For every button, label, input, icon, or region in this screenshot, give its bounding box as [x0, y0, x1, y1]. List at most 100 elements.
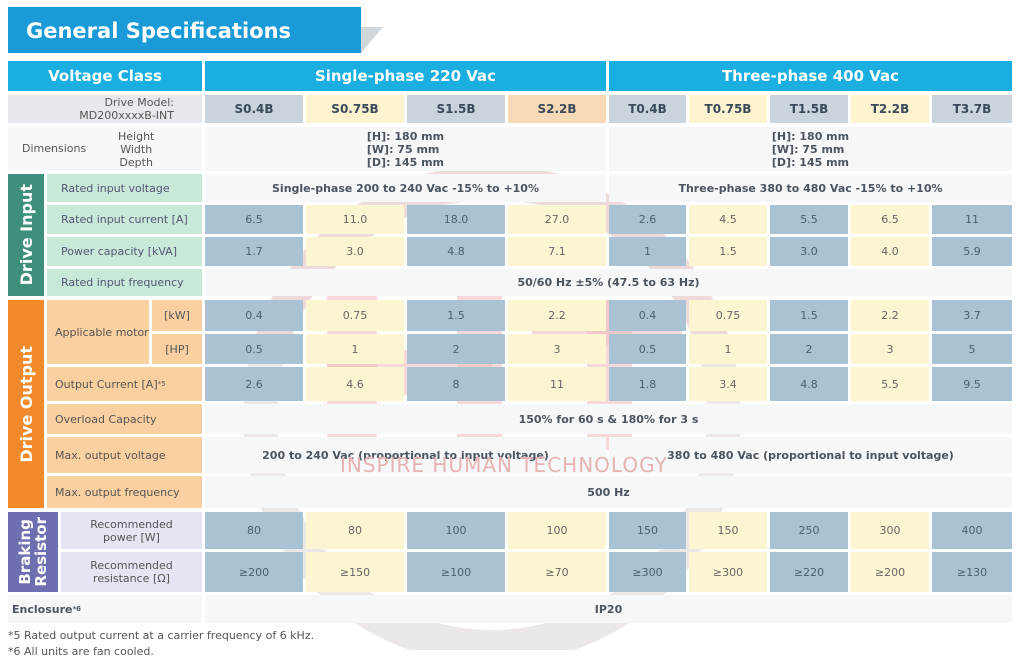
model-header-4: S2.2B [508, 95, 606, 123]
model-header-8: T2.2B [851, 95, 929, 123]
overload-capacity-label: Overload Capacity [47, 404, 202, 434]
dim-single-h: [H]: 180 mm [366, 129, 445, 143]
max-output-voltage-label: Max. output voltage [47, 437, 202, 473]
output-current-label: Output Current [A] [55, 377, 158, 391]
dim-depth-label: Depth [119, 156, 153, 169]
title-notch-decoration [361, 27, 383, 53]
output-current-cell-7: 4.8 [770, 367, 848, 401]
output-current-footnote-ref: *5 [157, 379, 166, 388]
rated-input-voltage-label: Rated input voltage [47, 174, 202, 202]
rated-input-voltage-three: Three-phase 380 to 480 Vac -15% to +10% [609, 174, 1012, 202]
recommended-resistance-cell-9: ≥130 [932, 552, 1012, 592]
rated-input-frequency-label: Rated input frequency [47, 269, 202, 296]
motor-hp-cell-5: 0.5 [609, 334, 686, 364]
rated-input-current-cell-3: 18.0 [407, 205, 505, 234]
rated-input-frequency-value: 50/60 Hz ±5% (47.5 to 63 Hz) [205, 269, 1012, 296]
dimensions-label: Dimensions [22, 142, 87, 155]
motor-hp-cell-3: 2 [407, 334, 505, 364]
recommended-resistance-label: Recommended resistance [Ω] [61, 552, 202, 592]
drive-input-side-label: Drive Input [8, 174, 44, 296]
recommended-power-label-line1: Recommended [90, 517, 173, 531]
output-current-cell-6: 3.4 [689, 367, 767, 401]
model-header-5: T0.4B [609, 95, 686, 123]
dim-single-w: [W]: 75 mm [366, 142, 440, 156]
model-header-6: T0.75B [689, 95, 767, 123]
output-current-cell-3: 8 [407, 367, 505, 401]
single-phase-header: Single-phase 220 Vac [205, 61, 606, 91]
enclosure-label-cell: Enclosure *6 [8, 595, 202, 623]
recommended-power-cell-3: 100 [407, 512, 505, 549]
motor-kw-cell-7: 1.5 [770, 300, 848, 331]
kw-unit-label: [kW] [152, 300, 202, 331]
braking-resistor-side-text: Braking Resistor [16, 517, 50, 587]
recommended-resistance-label-line1: Recommended [90, 559, 173, 572]
rated-input-current-cell-7: 5.5 [770, 205, 848, 234]
recommended-power-cell-9: 400 [932, 512, 1012, 549]
motor-hp-cell-8: 3 [851, 334, 929, 364]
motor-kw-cell-2: 0.75 [306, 300, 404, 331]
braking-side-line2: Resistor [32, 517, 50, 587]
overload-capacity-value: 150% for 60 s & 180% for 3 s [205, 404, 1012, 434]
motor-kw-cell-3: 1.5 [407, 300, 505, 331]
recommended-power-cell-6: 150 [689, 512, 767, 549]
motor-kw-cell-5: 0.4 [609, 300, 686, 331]
model-header-9: T3.7B [932, 95, 1012, 123]
motor-hp-cell-9: 5 [932, 334, 1012, 364]
dim-height-label: Height [118, 130, 155, 143]
model-header-3: S1.5B [407, 95, 505, 123]
dim-three-h: [H]: 180 mm [771, 129, 850, 143]
rated-input-current-cell-4: 27.0 [508, 205, 606, 234]
recommended-resistance-cell-4: ≥70 [508, 552, 606, 592]
rated-input-current-cell-5: 2.6 [609, 205, 686, 234]
output-current-cell-2: 4.6 [306, 367, 404, 401]
rated-input-current-cell-6: 4.5 [689, 205, 767, 234]
enclosure-label: Enclosure [12, 602, 73, 616]
max-output-frequency-label: Max. output frequency [47, 476, 202, 508]
recommended-resistance-cell-1: ≥200 [205, 552, 303, 592]
motor-hp-cell-2: 1 [306, 334, 404, 364]
dimensions-label-cell: Dimensions Height Width Depth [8, 127, 202, 171]
rated-input-voltage-single: Single-phase 200 to 240 Vac -15% to +10% [205, 174, 606, 202]
enclosure-value: IP20 [205, 595, 1012, 623]
power-capacity-cell-5: 1 [609, 237, 686, 266]
recommended-power-label: Recommended power [W] [61, 512, 202, 549]
motor-kw-cell-8: 2.2 [851, 300, 929, 331]
watermark-text: INSPIRE HUMAN TECHNOLOGY [340, 453, 668, 477]
output-current-cell-8: 5.5 [851, 367, 929, 401]
recommended-resistance-label-line2: resistance [Ω] [93, 572, 170, 585]
power-capacity-cell-7: 3.0 [770, 237, 848, 266]
three-phase-header: Three-phase 400 Vac [609, 61, 1012, 91]
drive-output-side-label: Drive Output [8, 300, 44, 508]
drive-model-label-line2: MD200xxxxB-INT [79, 109, 174, 122]
motor-hp-cell-7: 2 [770, 334, 848, 364]
power-capacity-cell-3: 4.8 [407, 237, 505, 266]
voltage-class-header: Voltage Class [8, 61, 202, 91]
recommended-power-cell-5: 150 [609, 512, 686, 549]
output-current-cell-9: 9.5 [932, 367, 1012, 401]
rated-input-current-cell-9: 11 [932, 205, 1012, 234]
recommended-resistance-cell-3: ≥100 [407, 552, 505, 592]
recommended-power-cell-2: 80 [306, 512, 404, 549]
dimensions-single: [H]: 180 mm [W]: 75 mm [D]: 145 mm [205, 127, 606, 171]
output-current-cell-5: 1.8 [609, 367, 686, 401]
drive-output-side-text: Drive Output [16, 345, 36, 463]
recommended-resistance-cell-8: ≥200 [851, 552, 929, 592]
recommended-power-cell-1: 80 [205, 512, 303, 549]
braking-side-line1: Braking [16, 519, 34, 585]
power-capacity-cell-6: 1.5 [689, 237, 767, 266]
rated-input-current-cell-1: 6.5 [205, 205, 303, 234]
motor-kw-cell-4: 2.2 [508, 300, 606, 331]
output-current-label-cell: Output Current [A] *5 [47, 367, 202, 401]
recommended-power-cell-7: 250 [770, 512, 848, 549]
dimensions-sub-labels: Height Width Depth [118, 130, 154, 169]
motor-hp-cell-4: 3 [508, 334, 606, 364]
recommended-power-cell-4: 100 [508, 512, 606, 549]
drive-model-label: Drive Model: MD200xxxxB-INT [8, 95, 202, 123]
dim-single-d: [D]: 145 mm [366, 155, 445, 169]
section-title-bar: General Specifications [8, 7, 383, 53]
max-output-frequency-value: 500 Hz [205, 476, 1012, 508]
recommended-resistance-cell-5: ≥300 [609, 552, 686, 592]
braking-resistor-side-label: Braking Resistor [8, 512, 58, 592]
motor-kw-cell-9: 3.7 [932, 300, 1012, 331]
recommended-power-cell-8: 300 [851, 512, 929, 549]
